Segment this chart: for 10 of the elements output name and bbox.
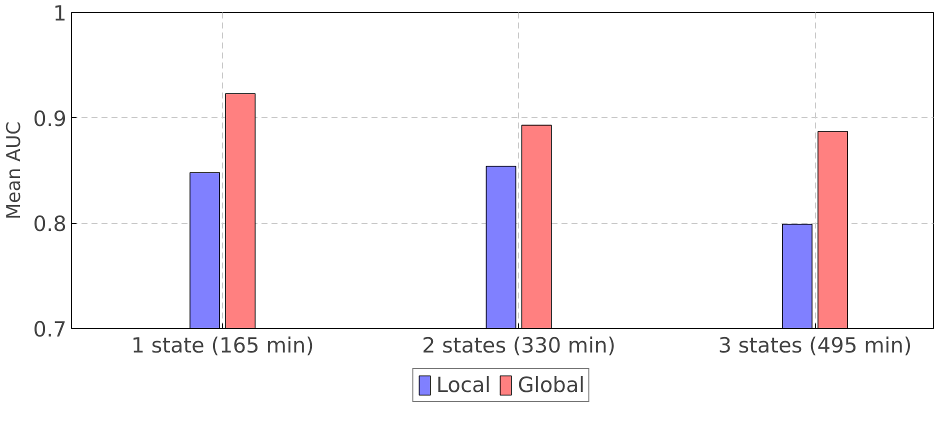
- y-tick-label: 1: [53, 2, 67, 26]
- y-tick-label: 0.8: [33, 212, 67, 236]
- x-tick-label: 2 states (330 min): [422, 334, 616, 358]
- legend-label: Local: [436, 373, 491, 397]
- y-axis-title: Mean AUC: [3, 122, 26, 220]
- x-tick-label: 1 state (165 min): [131, 334, 314, 358]
- legend-label: Global: [518, 373, 585, 397]
- x-tick-label: 3 states (495 min): [718, 334, 912, 358]
- y-tick-label: 0.9: [33, 106, 67, 131]
- y-tick-label: 0.7: [33, 318, 67, 342]
